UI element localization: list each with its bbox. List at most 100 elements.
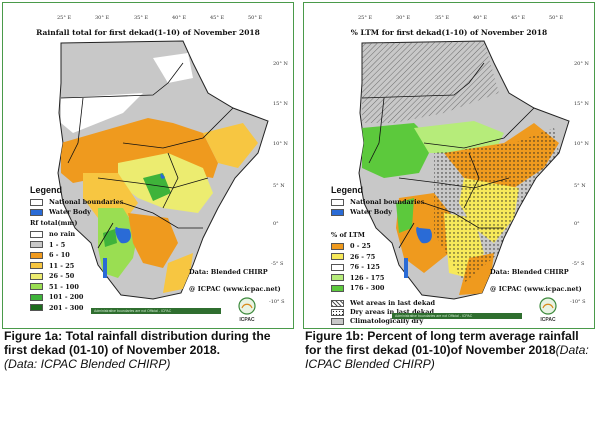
lat-tick: 10° N [273,141,288,147]
legend-scale-item: 76 - 125 [331,263,380,271]
caption-source: (Data: ICPAC Blended CHIRP) [4,357,171,371]
lon-tick: 30° E [396,15,411,21]
legend-scale-item: 51 - 100 [30,283,79,291]
legend-item-national-boundaries: National boundaries [30,198,123,206]
legend-swatch [30,230,43,238]
logo-text: ICPAC [540,317,556,323]
lat-tick: 15° N [574,101,589,107]
lat-tick: -10° S [570,299,586,305]
legend-scale-item: 26 - 75 [331,253,375,261]
legend-scale-item: 11 - 25 [30,262,74,270]
legend-scale-item: 201 - 300 [30,304,83,312]
legend-scale-label: 176 - 300 [350,284,385,292]
credit-note: @ ICPAC (www.icpac.net) [490,285,582,293]
legend-swatch [331,198,344,206]
legend-scale-label: 126 - 175 [350,273,385,282]
lon-tick: 30° E [95,15,110,21]
caption-text: Figure 1a: Total rainfall distribution d… [4,329,271,357]
legend-scale-item: 6 - 10 [30,251,70,259]
map-title: % LTM for first dekad(1-10) of November … [350,28,548,37]
icpac-logo: ICPAC [238,297,256,323]
lat-tick: 0° [273,221,279,227]
legend-swatch [331,274,344,281]
legend-item-water-body: Water Body [331,208,392,216]
legend-scale-item: 0 - 25 [331,242,371,250]
lon-tick: 45° E [511,15,526,21]
legend-swatch [331,299,344,307]
lon-tick: 35° E [134,15,149,21]
lon-tick: 40° E [172,15,187,21]
legend-scale-label: 11 - 25 [49,261,75,270]
legend-scale-label: 1 - 5 [49,240,66,249]
legend-swatch [331,284,344,292]
rainfall-total-map [57,40,269,300]
legend-swatch [30,304,43,311]
legend-swatch [30,293,43,301]
legend-scale-title: Rf total(mm) [30,219,78,227]
caption-source: (Data: ICPAC Blended CHIRP) [305,343,589,371]
lat-tick: 5° N [273,183,285,189]
lon-tick: 50° E [549,15,564,21]
lat-tick: 20° N [273,61,288,67]
lat-tick: -5° S [271,261,284,267]
logo-text: ICPAC [239,317,255,323]
legend-scale-label: 26 - 50 [49,272,75,280]
lon-tick: 45° E [210,15,225,21]
legend-item-dry-areas: Dry areas in last dekad [331,308,434,316]
legend-scale-label: 51 - 100 [49,282,79,291]
lat-tick: 20° N [574,61,589,67]
legend-scale-title: % of LTM [331,231,365,239]
legend-swatch [30,272,43,280]
legend-item-climatologically-dry: Climatologically dry [331,317,423,325]
legend-swatch [331,317,344,325]
legend-swatch [331,263,344,271]
legend-scale-item: 26 - 50 [30,272,74,280]
legend-swatch [331,208,344,216]
data-source-note: Data: Blended CHIRP [189,268,268,276]
legend-swatch [331,308,344,316]
footer-disclaimer: Administrative boundaries are not Offici… [91,308,221,314]
map-legend: Legend National boundaries Water Body Rf… [30,185,123,320]
percent-ltm-map [358,40,570,300]
legend-scale-label: 0 - 25 [350,242,371,250]
lat-tick: -5° S [572,261,585,267]
lon-tick: 25° E [57,15,72,21]
legend-swatch [30,208,43,216]
lat-tick: 0° [574,221,580,227]
lat-tick: 15° N [273,101,288,107]
legend-swatch [30,283,43,290]
figure-1b-caption: Figure 1b: Percent of long term average … [305,329,597,371]
legend-item-water-body: Water Body [30,208,91,216]
legend-scale-label: 26 - 75 [350,252,376,261]
legend-swatch [30,262,43,269]
data-source-note: Data: Blended CHIRP [490,268,569,276]
lat-tick: -10° S [269,299,285,305]
legend-swatch [331,242,344,250]
legend-scale-label: 76 - 125 [350,263,380,271]
figure-1a-caption: Figure 1a: Total rainfall distribution d… [4,329,294,371]
legend-scale-label: 6 - 10 [49,251,70,259]
legend-scale-item: 126 - 175 [331,274,384,282]
legend-scale-label: no rain [49,230,76,238]
lon-tick: 25° E [358,15,373,21]
legend-scale-item: 176 - 300 [331,284,384,292]
footer-disclaimer: Administrative boundaries are not Offici… [392,313,522,319]
lon-tick: 40° E [473,15,488,21]
map-title: Rainfall total for first dekad(1-10) of … [36,28,260,37]
legend-scale-item: 101 - 200 [30,293,83,301]
lat-tick: 10° N [574,141,589,147]
legend-heading: Legend [30,185,63,195]
legend-scale-item: no rain [30,230,75,238]
caption-text: Figure 1b: Percent of long term average … [305,329,579,357]
figure-1b-map-panel: 25° E 30° E 35° E 40° E 45° E 50° E 20° … [303,2,595,329]
legend-swatch [331,253,344,260]
legend-swatch [30,198,43,206]
lon-tick: 50° E [248,15,263,21]
legend-scale-label: 101 - 200 [49,293,84,301]
credit-note: @ ICPAC (www.icpac.net) [189,285,281,293]
legend-item-wet-areas: Wet areas in last dekad [331,299,435,307]
legend-heading: Legend [331,185,364,195]
map-legend: Legend National boundaries Water Body % … [331,185,441,325]
legend-swatch [30,241,43,248]
figure-1a-map-panel: 25° E 30° E 35° E 40° E 45° E 50° E 20° … [2,2,294,329]
